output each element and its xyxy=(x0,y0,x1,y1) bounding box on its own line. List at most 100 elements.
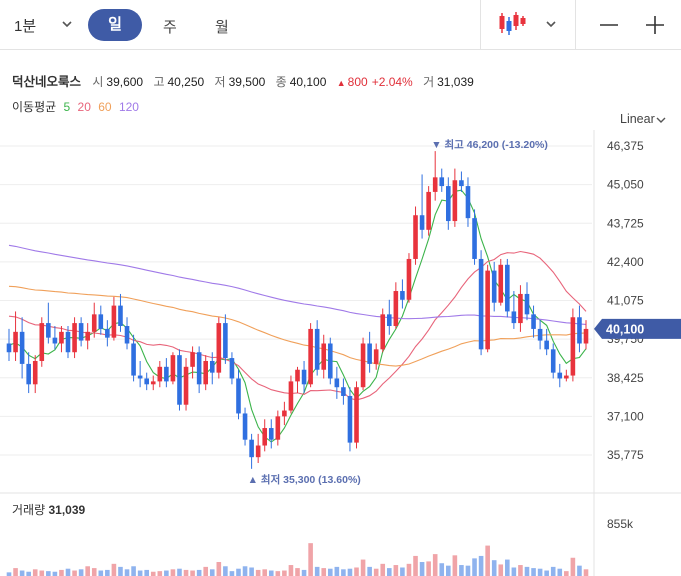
volume-bar xyxy=(52,571,58,576)
max-price-annotation: ▼ 최고 46,200 (-13.20%) xyxy=(431,138,548,151)
volume-bar xyxy=(65,568,71,576)
volume-bar xyxy=(564,571,569,576)
volume-title: 거래량 31,039 xyxy=(12,501,85,518)
ma-120[interactable]: 120 xyxy=(118,100,139,114)
price-chart[interactable]: 46,37545,05043,72542,40041,07539,75038,4… xyxy=(0,130,681,576)
ma-20[interactable]: 20 xyxy=(77,100,91,114)
candle-body xyxy=(432,177,438,192)
candle-body xyxy=(26,363,31,385)
volume-bar xyxy=(157,571,163,576)
volume-bar xyxy=(144,569,149,576)
timeframe-select[interactable]: 1분 xyxy=(14,18,37,35)
volume-bar xyxy=(373,568,379,576)
y-tick-label: 35,775 xyxy=(607,448,644,462)
volume-bar xyxy=(446,565,451,576)
volume-bar xyxy=(242,566,248,576)
candle-body xyxy=(373,349,379,364)
candle-body xyxy=(577,317,582,344)
candle-body xyxy=(275,416,281,440)
volume-label: 거 xyxy=(423,75,435,89)
candle-body xyxy=(262,428,268,446)
candle-body xyxy=(144,378,149,385)
y-tick-label: 38,425 xyxy=(607,371,644,385)
change-percent: +2.04% xyxy=(371,75,413,89)
candle-body xyxy=(583,328,589,344)
volume-bar xyxy=(59,569,64,576)
plus-icon[interactable] xyxy=(642,12,668,38)
chevron-down-icon[interactable] xyxy=(655,114,667,126)
volume-bar xyxy=(531,568,536,576)
y-tick-label: 43,725 xyxy=(607,216,644,230)
change-value: 800 xyxy=(347,75,368,89)
candle-body xyxy=(564,375,569,379)
volume-bar xyxy=(583,569,589,576)
candle-body xyxy=(295,369,300,382)
close-value: 40,100 xyxy=(289,75,327,89)
candle-body xyxy=(524,293,530,315)
candle-body xyxy=(39,323,45,361)
volume-bar xyxy=(223,566,228,576)
volume-bar xyxy=(196,569,202,576)
chevron-down-icon[interactable] xyxy=(60,17,74,31)
volume-bar xyxy=(321,568,327,576)
candle-body xyxy=(72,323,77,353)
volume-bar xyxy=(472,558,477,576)
candle-body xyxy=(242,413,248,440)
candle-body xyxy=(511,311,517,324)
y-tick-label: 41,075 xyxy=(607,294,644,308)
scale-select[interactable]: Linear xyxy=(620,112,655,126)
candle-body xyxy=(327,343,333,379)
chevron-down-icon[interactable] xyxy=(544,17,558,31)
volume-bar xyxy=(282,570,287,576)
tab-day[interactable]: 일 xyxy=(88,9,142,41)
volume-bar xyxy=(432,554,438,576)
candle-body xyxy=(308,328,313,385)
candle-body xyxy=(137,375,143,379)
candle-body xyxy=(544,340,549,350)
candle-body xyxy=(105,328,110,338)
volume-bar xyxy=(393,565,399,576)
candle-body xyxy=(111,305,117,338)
candle-body xyxy=(465,186,471,219)
volume-bar xyxy=(452,555,458,576)
volume-bar xyxy=(557,568,563,576)
volume-bar xyxy=(577,565,582,576)
volume-bar xyxy=(255,569,261,576)
volume-bar xyxy=(13,568,18,576)
ma-5[interactable]: 5 xyxy=(63,100,71,114)
volume-bar xyxy=(327,568,333,576)
candle-body xyxy=(426,191,431,230)
candle-body xyxy=(341,387,346,396)
minus-icon[interactable] xyxy=(596,12,622,38)
volume-bar xyxy=(124,569,130,576)
candle-body xyxy=(531,314,536,329)
volume-bar xyxy=(183,569,189,576)
volume-bar xyxy=(98,570,104,576)
volume-bar xyxy=(386,568,392,576)
volume-bar xyxy=(550,566,556,576)
candle-body xyxy=(360,343,366,388)
candle-body xyxy=(354,387,359,443)
tab-month[interactable]: 월 xyxy=(215,19,229,36)
candle-body xyxy=(550,349,556,373)
volume-bar xyxy=(118,566,123,576)
ma-60[interactable]: 60 xyxy=(98,100,112,114)
current-price-tag xyxy=(594,318,681,339)
chart-toolbar: 1분 일 주 월 xyxy=(0,0,681,50)
volume-bar xyxy=(268,570,274,576)
volume-bar xyxy=(105,569,110,576)
candle-body xyxy=(255,445,261,458)
volume-label: 거래량 xyxy=(12,503,46,517)
volume-current: 31,039 xyxy=(48,503,86,517)
candle-body xyxy=(367,343,372,364)
candle-body xyxy=(131,343,136,376)
candle-body xyxy=(282,410,287,417)
candle-body xyxy=(6,343,12,353)
candlestick-icon[interactable] xyxy=(498,11,526,37)
candle-body xyxy=(452,180,458,222)
volume-bar xyxy=(262,569,268,576)
tab-week[interactable]: 주 xyxy=(163,19,177,36)
candle-body xyxy=(183,366,189,405)
candle-body xyxy=(249,439,254,458)
volume-bar xyxy=(216,562,222,576)
